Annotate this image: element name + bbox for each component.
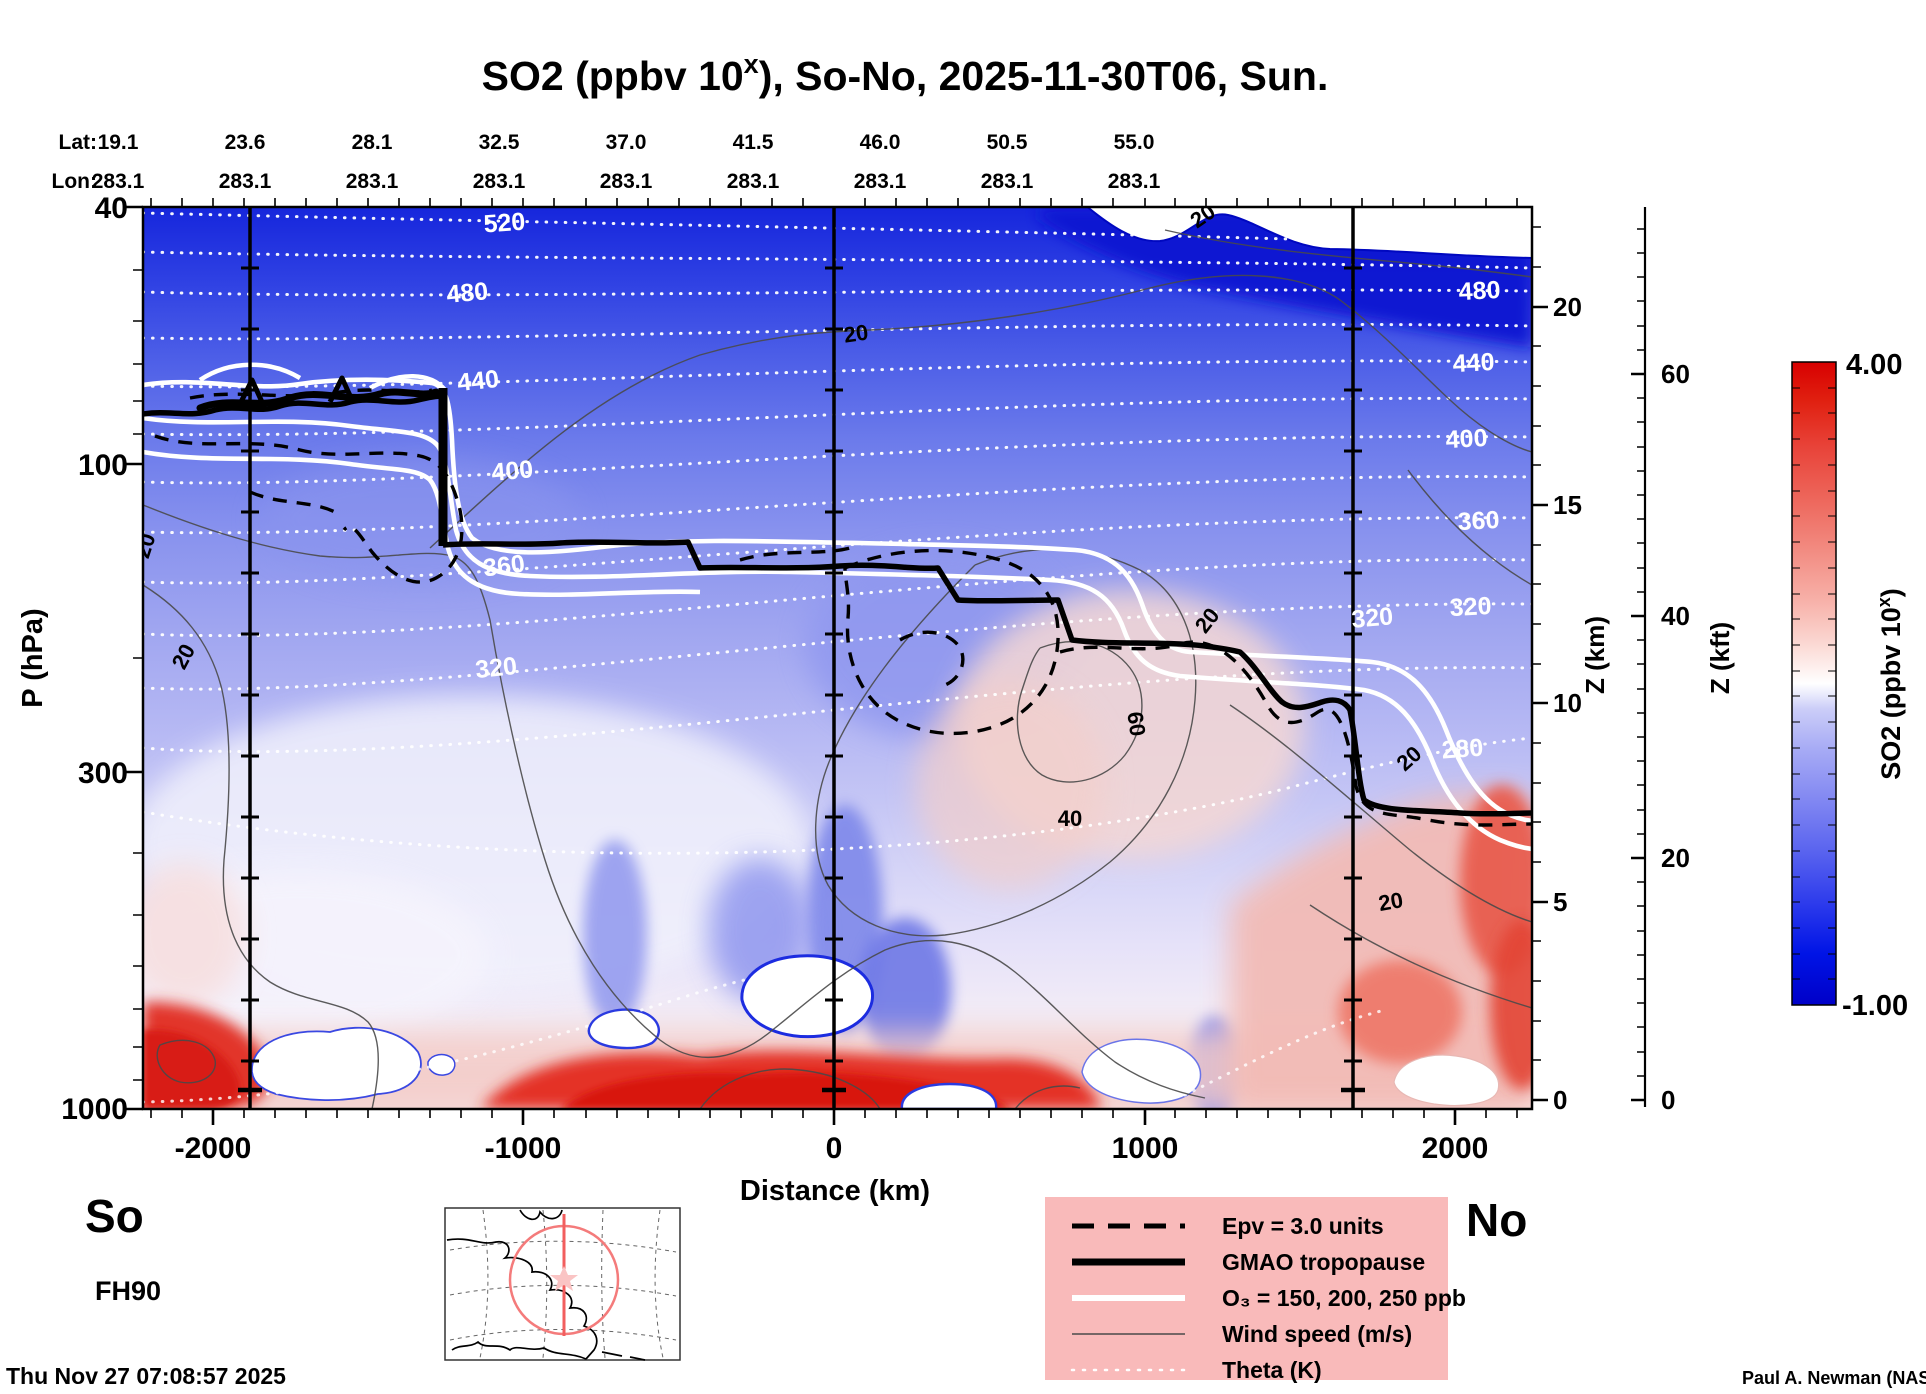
wind-contour-label: 20 xyxy=(842,319,870,347)
colorbar-gradient xyxy=(1791,361,1837,1006)
theta-contours xyxy=(143,211,1532,1104)
lon-value: 283.1 xyxy=(346,170,399,193)
lat-value: 32.5 xyxy=(479,131,520,154)
map-center-star-icon xyxy=(550,1266,578,1291)
theta-contour-label: 440 xyxy=(456,365,500,397)
lat-value: 23.6 xyxy=(225,131,266,154)
south-endpoint-label: So xyxy=(85,1190,144,1242)
wind-contour-label: 60 xyxy=(1122,710,1150,738)
z-km-tick: 0 xyxy=(1553,1085,1567,1115)
wind-contour-label: 40 xyxy=(1058,806,1082,831)
wind-contour-label: 20 xyxy=(1376,887,1404,916)
lat-value: 50.5 xyxy=(987,131,1028,154)
pressure-axis-labels: 40 100 300 1000 xyxy=(61,192,128,1126)
north-endpoint-label: No xyxy=(1466,1194,1527,1246)
distance-axis-title: Distance (km) xyxy=(740,1175,930,1207)
pressure-tick: 40 xyxy=(95,192,128,225)
theta-contour-label: 480 xyxy=(1458,276,1501,306)
distance-tick: -1000 xyxy=(485,1132,562,1165)
lat-value: 28.1 xyxy=(352,131,393,154)
lat-value: 55.0 xyxy=(1114,131,1155,154)
pressure-tick: 100 xyxy=(78,449,128,482)
z-kft-tick: 40 xyxy=(1661,601,1690,631)
z-km-axis-title: Z (km) xyxy=(1580,616,1610,694)
forecast-hour-label: FH90 xyxy=(95,1276,161,1306)
distance-tick: -2000 xyxy=(175,1132,252,1165)
tropopause-line xyxy=(143,375,1532,817)
distance-tick: 2000 xyxy=(1422,1132,1489,1165)
page-title: SO2 (ppbv 10x), So-No, 2025-11-30T06, Su… xyxy=(482,49,1329,99)
legend-item-epv: Epv = 3.0 units xyxy=(1222,1213,1384,1239)
z-kft-tick: 60 xyxy=(1661,359,1690,389)
waypoint-lines xyxy=(238,207,1365,1109)
waypoint-lon-row: Lon: 283.1 283.1 283.1 283.1 283.1 283.1… xyxy=(52,170,1161,193)
theta-contour-label: 360 xyxy=(1457,506,1500,536)
legend-item-theta: Theta (K) xyxy=(1222,1357,1322,1383)
theta-contour-label: 320 xyxy=(474,652,518,684)
map-graticule xyxy=(449,1209,677,1359)
theta-contour-label: 440 xyxy=(1452,348,1495,378)
lon-value: 283.1 xyxy=(1108,170,1161,193)
plot-frame xyxy=(125,198,1548,1125)
legend-item-tropopause: GMAO tropopause xyxy=(1222,1249,1425,1275)
z-km-tick: 10 xyxy=(1553,688,1582,718)
distance-tick: 1000 xyxy=(1112,1132,1179,1165)
creation-timestamp: Thu Nov 27 07:08:57 2025 xyxy=(6,1363,286,1389)
colorbar: 4.00 -1.00 SO2 (ppbv 10x) xyxy=(1791,349,1908,1022)
overlay-legend: Epv = 3.0 units GMAO tropopause O₃ = 150… xyxy=(1045,1197,1466,1383)
lon-value: 283.1 xyxy=(219,170,272,193)
so2-fill-layer: 520 480 440 400 360 320 480 440 400 360 … xyxy=(143,207,1532,1109)
z-kft-tick: 0 xyxy=(1661,1085,1675,1115)
z-km-tick: 15 xyxy=(1553,490,1582,520)
theta-contour-label: 360 xyxy=(482,550,527,583)
lat-value: 46.0 xyxy=(860,131,901,154)
z-km-tick: 5 xyxy=(1553,887,1567,917)
missing-data-region xyxy=(1085,207,1532,260)
theta-contour-label: 520 xyxy=(483,208,527,239)
lat-value: 41.5 xyxy=(733,131,774,154)
lat-value: 19.1 xyxy=(98,131,139,154)
inset-map xyxy=(444,1207,681,1361)
credit-text: Paul A. Newman (NASA xyxy=(1742,1368,1926,1388)
z-kft-tick: 20 xyxy=(1661,843,1690,873)
legend-item-ozone: O₃ = 150, 200, 250 ppb xyxy=(1222,1285,1466,1311)
map-coastline xyxy=(446,1209,646,1361)
pressure-tick: 1000 xyxy=(61,1093,128,1126)
lat-value: 37.0 xyxy=(606,131,647,154)
pressure-axis-title: P (hPa) xyxy=(17,608,49,707)
lon-value: 283.1 xyxy=(600,170,653,193)
lon-value: 283.1 xyxy=(473,170,526,193)
colorbar-title: SO2 (ppbv 10x) xyxy=(1874,588,1906,780)
z-km-axis-labels: 20 15 10 5 0 xyxy=(1553,292,1582,1115)
lon-row-header: Lon: xyxy=(52,170,97,193)
lon-value: 283.1 xyxy=(727,170,780,193)
colorbar-max-label: 4.00 xyxy=(1846,349,1902,381)
colorbar-min-label: -1.00 xyxy=(1842,990,1908,1022)
lon-value: 283.1 xyxy=(981,170,1034,193)
z-kft-axis-title: Z (kft) xyxy=(1705,622,1735,694)
lon-value: 283.1 xyxy=(854,170,907,193)
waypoint-lat-row: Lat: 19.1 23.6 28.1 32.5 37.0 41.5 46.0 … xyxy=(59,131,1155,154)
theta-contour-label: 320 xyxy=(1350,602,1394,634)
pressure-tick: 300 xyxy=(78,757,128,790)
below-range-cutouts xyxy=(251,954,1500,1109)
z-km-tick: 20 xyxy=(1553,292,1582,322)
distance-tick: 0 xyxy=(826,1132,843,1165)
theta-contour-label: 400 xyxy=(490,455,534,487)
z-kft-axis-labels: 60 40 20 0 xyxy=(1661,359,1690,1115)
theta-contour-label: 280 xyxy=(1441,734,1485,765)
theta-contour-label: 320 xyxy=(1449,592,1492,622)
lat-row-header: Lat: xyxy=(59,131,98,154)
legend-item-wind: Wind speed (m/s) xyxy=(1222,1321,1412,1347)
theta-contour-label: 400 xyxy=(1445,424,1488,454)
lon-value: 283.1 xyxy=(92,170,145,193)
theta-contour-label: 480 xyxy=(445,277,489,309)
z-kft-axis xyxy=(1631,207,1647,1107)
distance-axis-labels: -2000 -1000 0 1000 2000 xyxy=(175,1132,1489,1165)
